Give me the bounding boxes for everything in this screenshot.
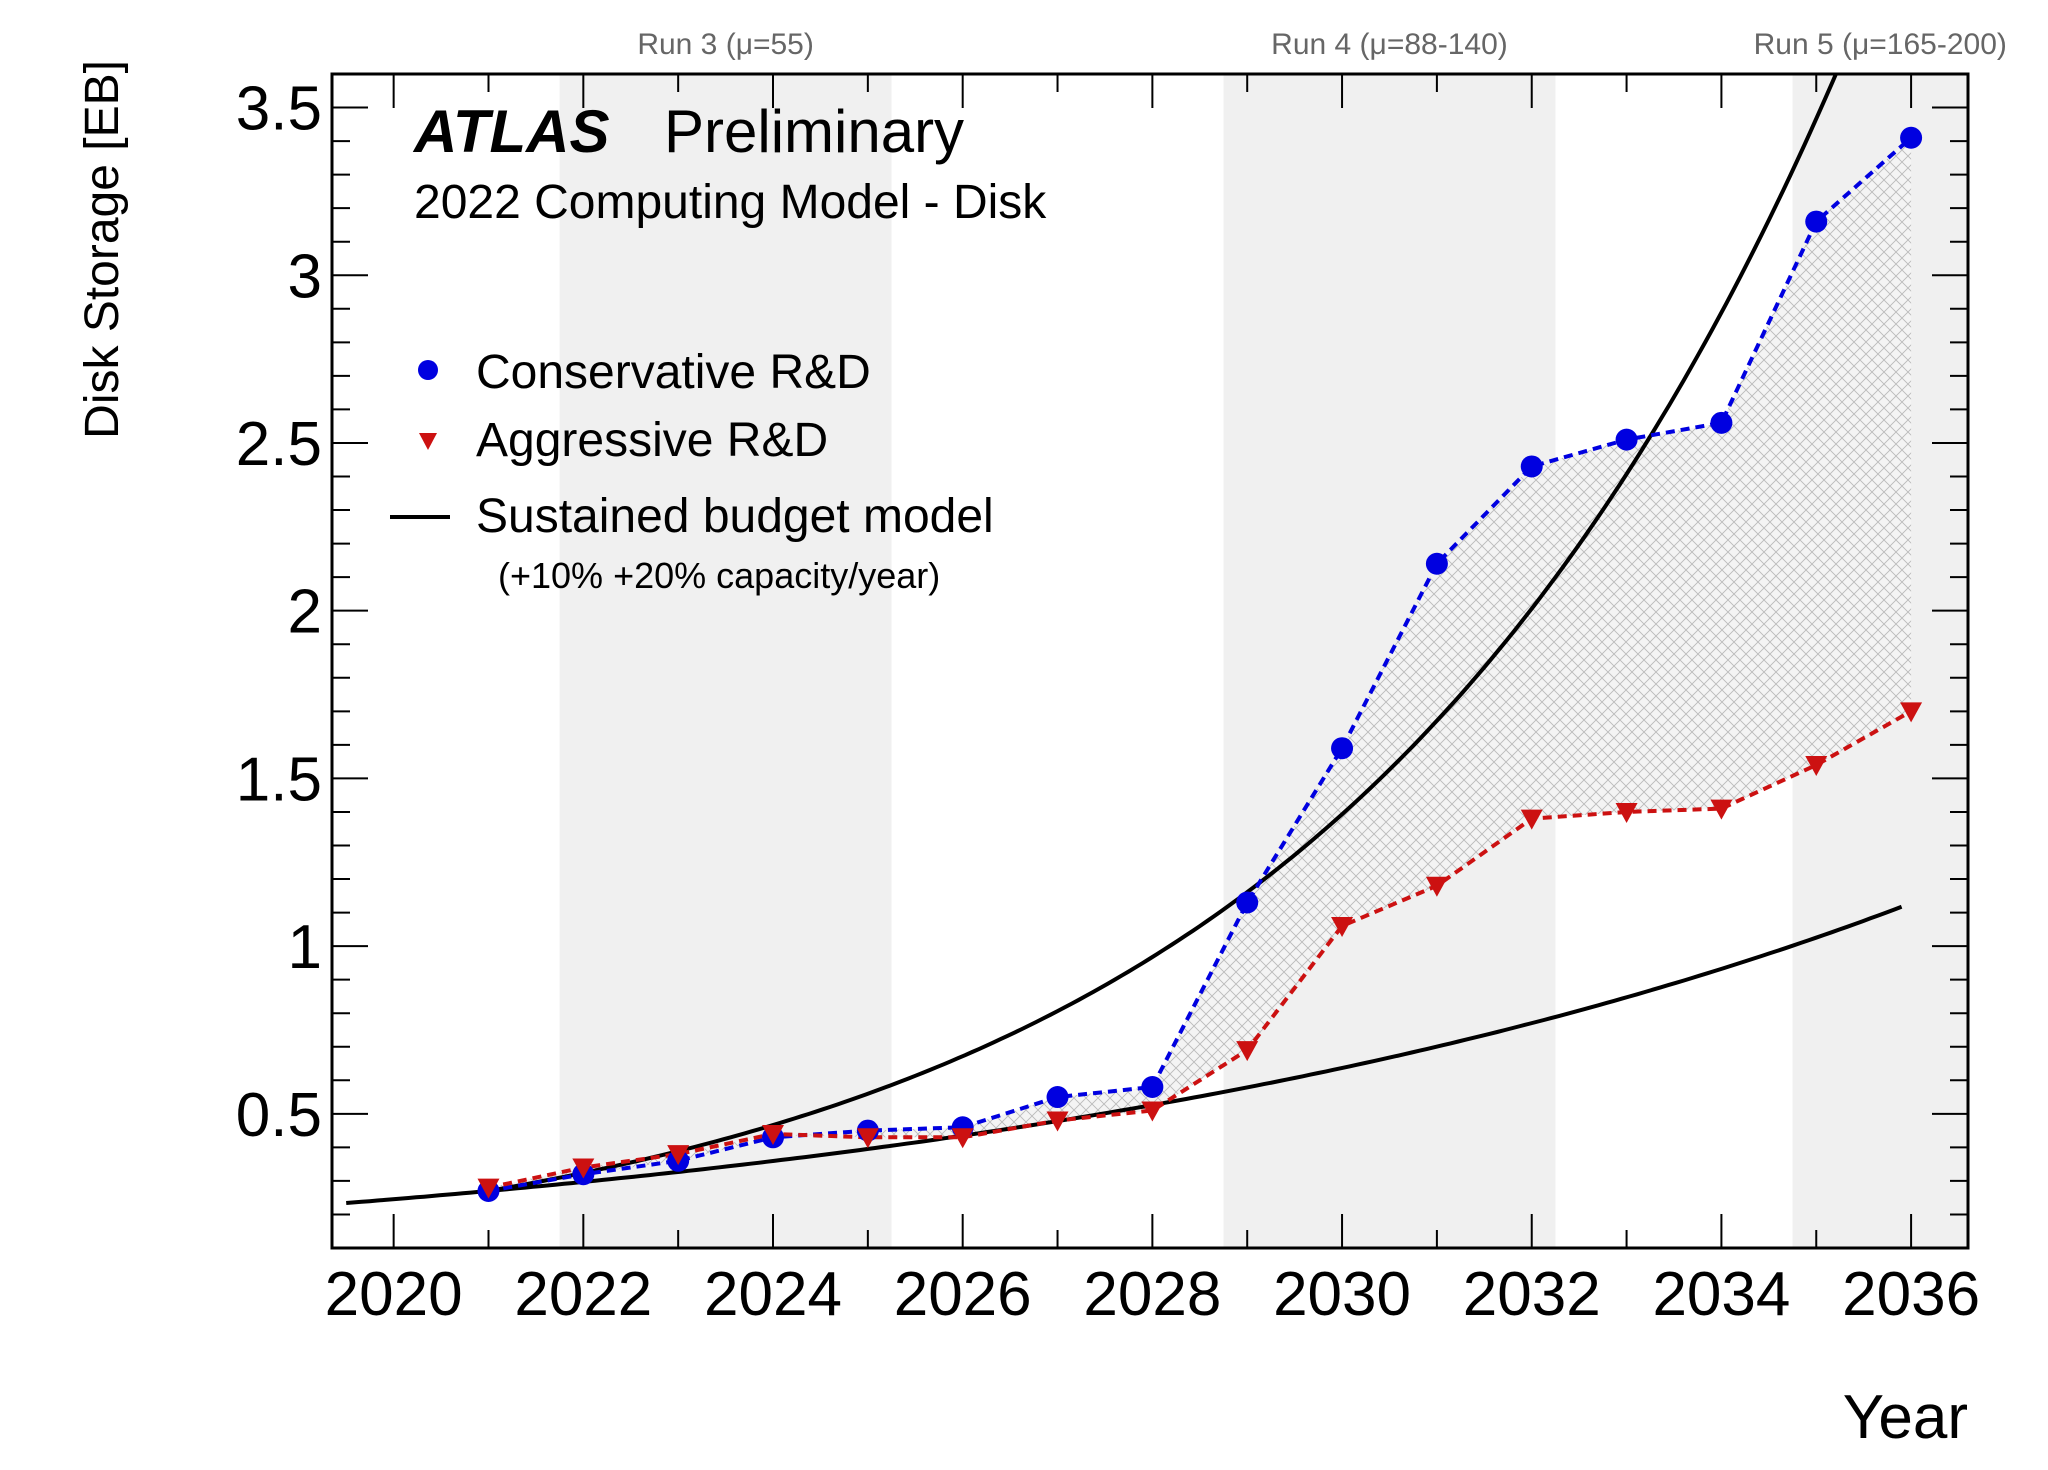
- point-aggressive-2021: [477, 1178, 500, 1199]
- point-aggressive-2029: [1236, 1041, 1259, 1062]
- point-aggressive-2025: [856, 1128, 879, 1149]
- legend-budget-note: (+10% +20% capacity/year): [498, 555, 940, 596]
- budget-model-curves: [346, 74, 1903, 1205]
- x-tick-label: 2032: [1463, 1260, 1601, 1329]
- point-conservative-2035: [1805, 210, 1828, 233]
- legend: Conservative R&D Aggressive R&D Sustaine…: [390, 346, 994, 596]
- x-tick-label: 2026: [894, 1260, 1032, 1329]
- x-tick-label: 2030: [1273, 1260, 1411, 1329]
- plot-frame: [330, 72, 1970, 1250]
- series-line-aggressive: [488, 709, 1913, 1190]
- x-axis-title: Year: [1843, 1383, 1968, 1452]
- data-series: [477, 126, 1923, 1202]
- point-conservative-2034: [1710, 411, 1733, 434]
- point-aggressive-2028: [1141, 1101, 1164, 1122]
- preliminary-title: Preliminary: [664, 98, 964, 165]
- point-aggressive-2034: [1710, 799, 1733, 820]
- point-conservative-2031: [1425, 552, 1448, 575]
- point-conservative-2028: [1141, 1075, 1164, 1098]
- x-tick-label: 2034: [1652, 1260, 1790, 1329]
- budget-curve-10pct: [346, 904, 1903, 1205]
- uncertainty-band: [488, 137, 1912, 1191]
- series-line-conservative: [488, 136, 1913, 1193]
- y-tick-label: 2.5: [236, 410, 322, 479]
- run-label-3: Run 3 (μ=55): [637, 28, 814, 61]
- x-tick-label: 2036: [1842, 1260, 1980, 1329]
- point-aggressive-2024: [762, 1124, 785, 1145]
- y-tick-label: 3.5: [236, 75, 322, 144]
- point-conservative-2036: [1900, 126, 1923, 149]
- point-conservative-2030: [1331, 737, 1354, 760]
- y-tick-label: 3: [288, 242, 322, 311]
- point-aggressive-2031: [1425, 876, 1448, 897]
- x-tick-label: 2024: [704, 1260, 842, 1329]
- y-tick-label: 1.5: [236, 745, 322, 814]
- hatched-band: [488, 137, 1912, 1191]
- x-tick-label: 2028: [1083, 1260, 1221, 1329]
- point-aggressive-2036: [1900, 702, 1923, 723]
- chart-subtitle: 2022 Computing Model - Disk: [414, 176, 1047, 229]
- run-label-5: Run 5 (μ=165-200): [1754, 28, 2007, 61]
- legend-aggressive-label: Aggressive R&D: [476, 414, 828, 467]
- point-aggressive-2033: [1615, 802, 1638, 823]
- y-tick-label: 2: [288, 578, 322, 647]
- y-axis-title: Disk Storage [EB]: [76, 60, 129, 439]
- legend-conservative-label: Conservative R&D: [476, 346, 871, 399]
- run-band-3: [559, 74, 892, 1248]
- point-aggressive-2027: [1046, 1111, 1069, 1132]
- x-tick-label: 2020: [325, 1260, 463, 1329]
- x-tick-label: 2022: [514, 1260, 652, 1329]
- legend-conservative-marker: [418, 360, 438, 380]
- atlas-title: ATLAS: [412, 98, 610, 165]
- legend-aggressive-marker: [419, 433, 437, 450]
- point-aggressive-2030: [1331, 916, 1354, 937]
- legend-budget-label: Sustained budget model: [476, 490, 994, 543]
- point-aggressive-2035: [1805, 755, 1828, 776]
- axis-labels: 2020 2022 2024 2026 2028 2030 2032 2034 2036 0.5 1…: [236, 75, 1980, 1329]
- point-aggressive-2023: [667, 1145, 690, 1166]
- point-conservative-2033: [1615, 428, 1638, 451]
- point-conservative-2029: [1236, 891, 1259, 914]
- budget-curve-20pct: [488, 74, 1839, 1193]
- y-tick-label: 0.5: [236, 1081, 322, 1150]
- point-conservative-2027: [1046, 1086, 1069, 1109]
- axes: [330, 72, 1970, 1250]
- y-tick-label: 1: [288, 913, 322, 982]
- point-aggressive-2032: [1520, 809, 1543, 830]
- run-label-4: Run 4 (μ=88-140): [1271, 28, 1508, 61]
- point-aggressive-2026: [951, 1128, 974, 1149]
- point-conservative-2032: [1520, 455, 1543, 478]
- point-aggressive-2022: [572, 1158, 595, 1179]
